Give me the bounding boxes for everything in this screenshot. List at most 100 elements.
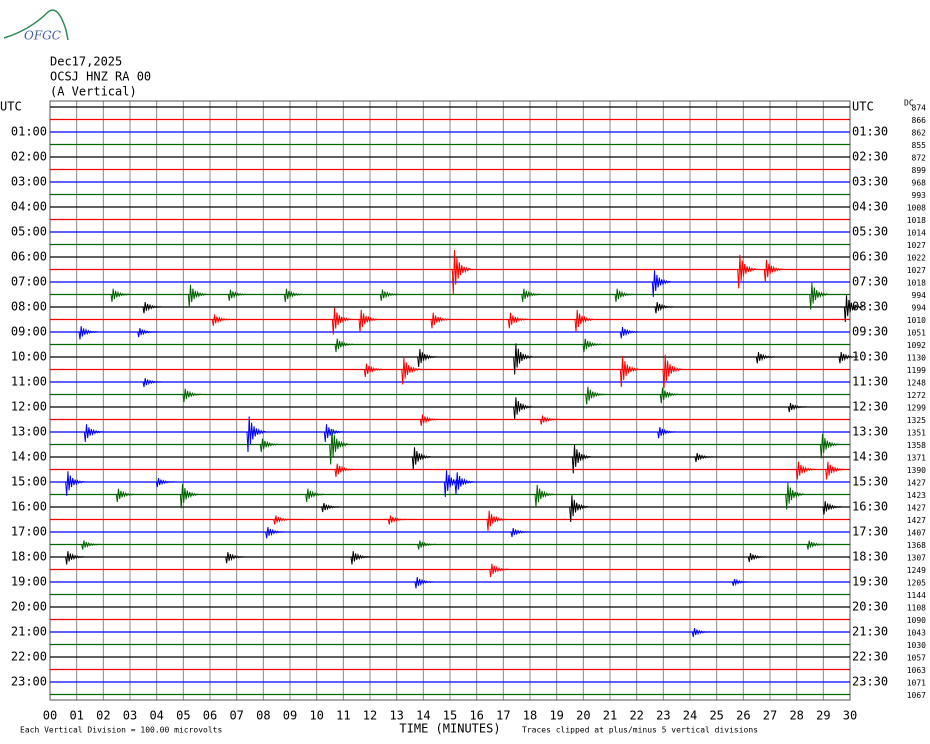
seismic-event	[614, 288, 635, 303]
x-tick-label: 10	[309, 709, 323, 723]
x-tick-label: 25	[709, 709, 723, 723]
right-time-label: UTC	[852, 100, 874, 114]
x-tick-label: 23	[656, 709, 670, 723]
right-time-label: 14:30	[852, 450, 888, 464]
left-time-label: 01:00	[11, 125, 47, 139]
seismic-event	[513, 397, 533, 420]
logo-mark	[3, 9, 69, 41]
seismic-event	[825, 461, 845, 480]
seismic-event	[510, 528, 531, 538]
x-tick-label: 07	[229, 709, 243, 723]
seismic-event	[273, 515, 293, 525]
seismic-event	[571, 444, 592, 474]
dc-value: 1008	[907, 204, 926, 213]
x-tick-label: 28	[789, 709, 803, 723]
seismic-event	[259, 438, 280, 453]
right-time-label: 13:30	[852, 425, 888, 439]
right-time-label: 20:30	[852, 600, 888, 614]
seismic-event	[182, 388, 203, 403]
left-time-label: 20:00	[11, 600, 47, 614]
dc-value: 1299	[907, 404, 926, 413]
seismic-event	[838, 352, 859, 364]
seismic-event	[411, 447, 432, 470]
dc-value: 1307	[907, 554, 926, 563]
seismic-event	[582, 338, 603, 353]
dc-value: 874	[912, 104, 927, 113]
dc-value: 1092	[907, 341, 926, 350]
seismic-event	[363, 363, 384, 378]
dc-value: 1325	[907, 416, 926, 425]
dc-value: 1407	[907, 529, 926, 538]
seismic-event	[785, 482, 805, 510]
right-time-label: 09:30	[852, 325, 888, 339]
seismic-event	[211, 314, 232, 326]
seismic-event	[331, 307, 352, 335]
x-tick-label: 15	[443, 709, 457, 723]
seismic-event	[155, 478, 176, 488]
x-tick-label: 00	[43, 709, 57, 723]
right-time-label: 17:30	[852, 525, 888, 539]
right-time-label: 11:30	[852, 375, 888, 389]
dc-value: 872	[912, 154, 927, 163]
left-time-label: 03:00	[11, 175, 47, 189]
seismic-event	[142, 378, 163, 388]
dc-value: 1063	[907, 666, 926, 675]
seismic-event	[323, 424, 344, 443]
dc-value: 994	[912, 304, 927, 313]
seismic-event	[283, 288, 304, 303]
dc-value: 1248	[907, 379, 926, 388]
left-time-label: 17:00	[11, 525, 47, 539]
dc-value: 1018	[907, 279, 926, 288]
x-tick-label: 14	[416, 709, 430, 723]
seismic-event	[657, 427, 677, 439]
right-time-label: 21:30	[852, 625, 888, 639]
seismic-event	[763, 259, 784, 283]
component: (A Vertical)	[50, 85, 137, 99]
x-tick-label: 02	[96, 709, 110, 723]
seismic-event	[569, 495, 589, 523]
seismic-event	[534, 484, 555, 508]
dc-value: 1423	[907, 491, 926, 500]
seismic-event	[513, 343, 533, 375]
dc-value: 1071	[907, 679, 926, 688]
seismic-event	[329, 428, 349, 465]
seismic-event	[787, 403, 808, 413]
clip-note: Traces clipped at plus/minus 5 vertical …	[522, 726, 758, 735]
dc-value: 862	[912, 129, 927, 138]
seismic-event	[142, 302, 163, 314]
right-time-label: 02:30	[852, 150, 888, 164]
seismic-event	[539, 415, 560, 425]
right-time-label: 12:30	[852, 400, 888, 414]
left-time-label: 09:00	[11, 325, 47, 339]
dc-value: 1144	[907, 591, 926, 600]
dc-value: 1427	[907, 504, 926, 513]
dc-value: 1427	[907, 479, 926, 488]
dc-value: 994	[912, 291, 927, 300]
dc-value: 855	[912, 141, 927, 150]
left-time-label: 02:00	[11, 150, 47, 164]
right-time-label: 18:30	[852, 550, 888, 564]
left-time-label: 05:00	[11, 225, 47, 239]
x-tick-label: 21	[603, 709, 617, 723]
x-tick-label: 16	[469, 709, 483, 723]
seismic-event	[489, 563, 509, 578]
seismic-event	[179, 483, 200, 509]
seismic-event	[379, 289, 400, 301]
x-tick-label: 11	[336, 709, 350, 723]
dc-value: 1427	[907, 516, 926, 525]
x-tick-label: 04	[149, 709, 163, 723]
seismic-event	[806, 540, 827, 550]
seismic-event	[401, 357, 421, 385]
logo-text: OFGC	[24, 29, 61, 43]
seismic-event	[755, 352, 776, 364]
left-time-label: 07:00	[11, 275, 47, 289]
right-time-label: 15:30	[852, 475, 888, 489]
seismic-event	[843, 295, 864, 323]
right-time-label: 07:30	[852, 275, 888, 289]
right-time-label: 23:30	[852, 675, 888, 689]
seismic-event	[747, 553, 768, 563]
dc-value: 1027	[907, 266, 926, 275]
right-time-label: 04:30	[852, 200, 888, 214]
seismic-event	[654, 302, 675, 314]
